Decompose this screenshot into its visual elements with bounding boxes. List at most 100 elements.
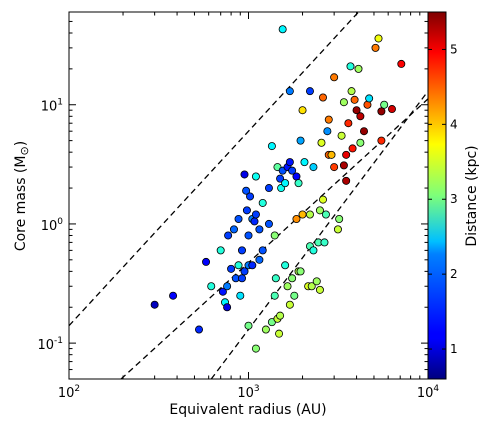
- y-axis-label-symbol: ⊙: [18, 146, 31, 155]
- data-point-13: [229, 225, 238, 234]
- colorbar-tick-label: 1: [450, 342, 458, 356]
- data-point-114: [371, 43, 380, 52]
- data-point-54: [281, 261, 290, 270]
- data-point-49: [276, 311, 285, 320]
- data-point-19: [237, 246, 246, 255]
- data-point-86: [318, 93, 327, 102]
- data-point-9: [223, 303, 232, 312]
- data-point-21: [240, 170, 249, 179]
- y-tick-label: 101: [41, 98, 63, 115]
- data-point-96: [335, 214, 344, 223]
- data-point-100: [342, 176, 351, 185]
- data-point-48: [275, 329, 284, 338]
- data-point-72: [300, 158, 309, 167]
- data-point-106: [350, 95, 359, 104]
- data-point-95: [333, 225, 342, 234]
- x-tick-label: 103: [237, 384, 259, 401]
- y-tick-label: 10-1: [37, 336, 63, 353]
- data-point-85: [318, 195, 327, 204]
- data-point-63: [290, 291, 299, 300]
- data-point-15: [234, 261, 243, 270]
- data-point-6: [216, 246, 225, 255]
- data-point-30: [250, 217, 259, 226]
- data-point-110: [356, 112, 365, 121]
- x-tick-label: 104: [417, 384, 440, 401]
- data-point-3: [195, 325, 204, 334]
- data-point-50: [276, 174, 285, 183]
- data-point-115: [374, 34, 383, 43]
- data-point-119: [387, 105, 396, 114]
- data-point-79: [309, 246, 318, 255]
- data-point-93: [330, 73, 339, 82]
- data-points: [150, 25, 406, 353]
- data-point-69: [296, 136, 305, 145]
- y-axis-label: Core mass (M⊙): [13, 141, 31, 251]
- data-point-2: [169, 291, 178, 300]
- data-point-101: [342, 150, 351, 159]
- data-point-25: [244, 231, 253, 240]
- data-point-5: [207, 282, 216, 291]
- y-tick-label: 100: [41, 217, 64, 234]
- data-point-98: [339, 98, 348, 107]
- data-point-4: [202, 257, 211, 266]
- data-point-36: [258, 198, 267, 207]
- data-point-111: [359, 127, 368, 136]
- data-point-103: [346, 62, 355, 71]
- data-point-34: [255, 255, 264, 264]
- data-point-37: [258, 246, 267, 255]
- data-point-23: [242, 186, 251, 195]
- colorbar-ticks: 1 2 3 4 5: [428, 42, 458, 356]
- data-point-53: [278, 25, 287, 34]
- data-point-88: [321, 210, 330, 219]
- data-point-59: [285, 158, 294, 167]
- data-point-35: [255, 225, 264, 234]
- data-point-7: [218, 287, 227, 296]
- reference-line-3: [210, 90, 428, 379]
- colorbar-tick-label: 2: [450, 267, 458, 281]
- data-point-70: [298, 106, 307, 115]
- data-point-12: [227, 264, 236, 273]
- data-point-16: [234, 214, 243, 223]
- data-point-94: [330, 163, 339, 172]
- data-point-43: [270, 231, 279, 240]
- data-point-67: [294, 179, 303, 188]
- colorbar: [427, 11, 447, 380]
- data-point-71: [298, 210, 307, 219]
- data-point-113: [365, 94, 374, 103]
- colorbar-tick-label: 3: [450, 192, 458, 206]
- data-point-108: [354, 64, 363, 73]
- data-point-55: [281, 179, 290, 188]
- data-point-99: [339, 161, 348, 170]
- reference-line-1: [69, 12, 359, 327]
- data-point-83: [315, 285, 324, 294]
- data-point-22: [242, 206, 251, 215]
- data-point-33: [251, 172, 260, 181]
- data-point-76: [305, 87, 314, 96]
- data-point-117: [377, 107, 386, 116]
- data-point-26: [244, 321, 253, 330]
- data-point-104: [347, 87, 356, 96]
- data-point-68: [296, 267, 305, 276]
- colorbar-label: Distance (kpc): [464, 145, 480, 246]
- data-point-120: [397, 59, 406, 68]
- data-point-74: [305, 210, 314, 219]
- data-point-92: [327, 150, 336, 159]
- data-point-40: [264, 184, 273, 193]
- data-point-107: [352, 106, 361, 115]
- data-point-41: [267, 142, 276, 151]
- data-point-65: [292, 172, 301, 181]
- data-point-38: [261, 325, 270, 334]
- data-point-39: [264, 219, 273, 228]
- data-point-118: [380, 100, 389, 109]
- data-point-105: [348, 144, 357, 153]
- colorbar-tick-label: 5: [450, 42, 458, 56]
- data-point-102: [344, 119, 353, 128]
- data-point-17: [236, 291, 245, 300]
- y-tick-labels: 10-1 100 101: [37, 98, 63, 353]
- data-point-31: [251, 344, 260, 353]
- data-point-10: [223, 282, 232, 291]
- data-point-89: [323, 127, 332, 136]
- data-point-64: [292, 214, 301, 223]
- data-point-27: [246, 192, 255, 201]
- x-axis-label: Equivalent radius (AU): [169, 402, 326, 418]
